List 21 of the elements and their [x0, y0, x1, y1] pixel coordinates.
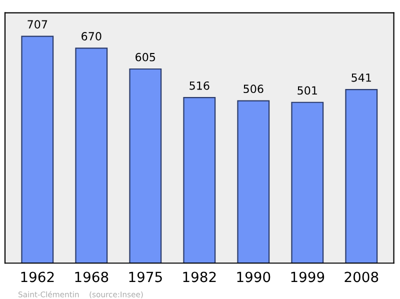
- data-label: 501: [298, 86, 317, 95]
- bar: [345, 88, 378, 264]
- data-label: 670: [82, 32, 102, 40]
- x-tick-label: 1982: [183, 272, 216, 282]
- x-tick-label: 1962: [21, 272, 54, 282]
- data-label: 506: [244, 84, 264, 94]
- bar: [75, 48, 108, 264]
- bar: [129, 68, 162, 264]
- x-tick-label: 1990: [237, 272, 270, 282]
- bar: [291, 102, 324, 264]
- x-tick-label: 2008: [344, 272, 378, 282]
- bar: [237, 100, 270, 264]
- data-label: 541: [352, 74, 371, 82]
- x-tick-label: 1999: [291, 272, 324, 282]
- data-label: 605: [136, 52, 156, 62]
- x-tick-label: 1968: [75, 272, 108, 282]
- bar: [21, 36, 54, 264]
- data-label: 707: [28, 20, 48, 29]
- data-label: 516: [190, 81, 210, 90]
- x-tick-label: 1975: [129, 272, 162, 282]
- bar: [183, 97, 216, 264]
